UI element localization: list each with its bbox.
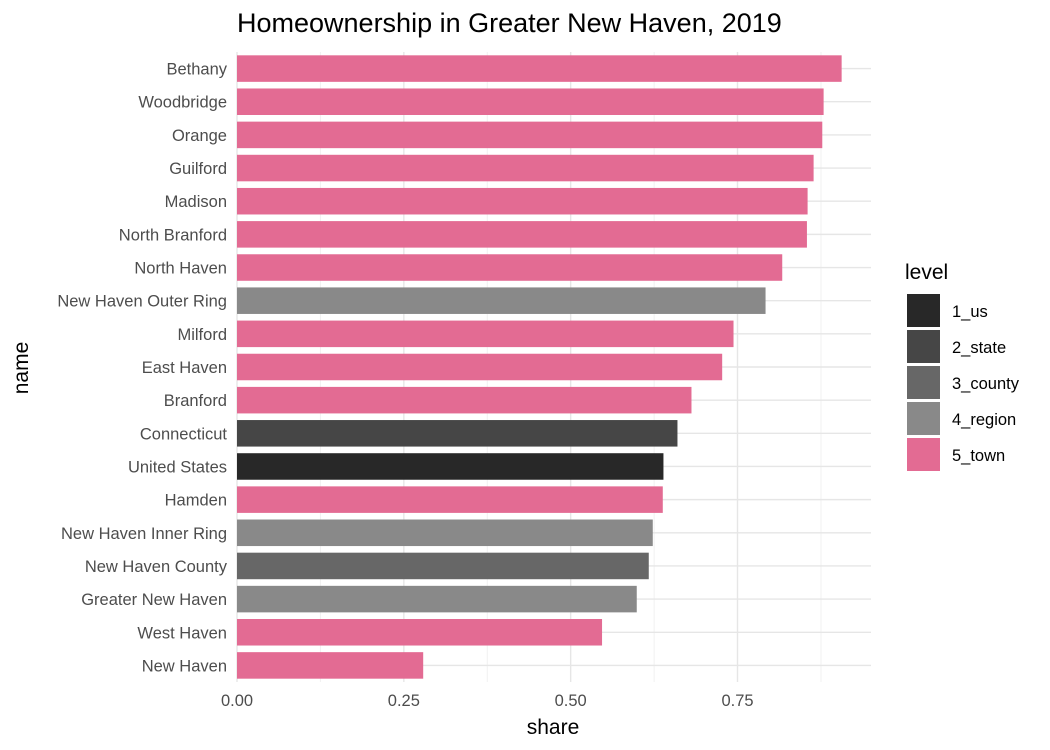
bar <box>237 519 653 547</box>
bar <box>237 121 823 149</box>
bar <box>237 187 808 215</box>
bar <box>237 88 824 115</box>
bar <box>237 287 766 314</box>
legend-label: 3_county <box>952 375 1020 393</box>
legend-swatch <box>907 294 940 327</box>
y-category-labels: Bethany Woodbridge Orange Guilford Madison No… <box>57 61 227 676</box>
y-category-label: West Haven <box>137 624 227 642</box>
y-category-label: East Haven <box>142 359 227 377</box>
legend-label: 2_state <box>952 339 1006 357</box>
legend-swatch <box>907 366 940 399</box>
bar <box>237 320 734 348</box>
x-tick-label: 0.00 <box>221 692 253 710</box>
x-tick-label: 0.25 <box>388 692 420 710</box>
x-tick-label: 0.75 <box>721 692 753 710</box>
legend-title: level <box>905 261 948 284</box>
y-category-label: Bethany <box>166 61 227 79</box>
y-category-label: North Branford <box>119 226 227 244</box>
bar <box>237 552 649 580</box>
legend-label: 5_town <box>952 447 1005 465</box>
y-category-label: New Haven Inner Ring <box>61 525 227 543</box>
bar <box>237 386 692 414</box>
y-category-label: Madison <box>165 193 227 211</box>
y-category-label: Branford <box>164 392 227 410</box>
x-axis-title: share <box>527 716 580 739</box>
bar <box>237 420 678 447</box>
y-category-label: Milford <box>177 326 227 344</box>
legend-swatch <box>907 402 940 435</box>
y-category-label: Connecticut <box>140 425 228 443</box>
x-tick-label: 0.50 <box>555 692 587 710</box>
y-axis-title: name <box>10 342 33 395</box>
legend-label: 4_region <box>952 411 1016 429</box>
bar <box>237 254 783 281</box>
bar <box>237 353 723 381</box>
bars <box>237 55 842 679</box>
legend: level 1_us 2_state 3_county 4_region 5_town <box>905 261 1020 471</box>
x-tick-labels: 0.00 0.25 0.50 0.75 <box>221 692 754 710</box>
bar <box>237 154 814 182</box>
bar <box>237 619 603 646</box>
bar <box>237 486 663 513</box>
y-category-label: Greater New Haven <box>81 591 227 609</box>
legend-items: 1_us 2_state 3_county 4_region 5_town <box>907 294 1020 471</box>
bar <box>237 652 424 679</box>
y-category-label: North Haven <box>134 260 227 278</box>
y-category-label: United States <box>128 458 227 476</box>
y-category-label: Orange <box>172 127 227 145</box>
bar <box>237 453 664 480</box>
y-category-label: Woodbridge <box>138 94 227 112</box>
legend-swatch <box>907 330 940 363</box>
y-category-label: New Haven County <box>85 558 228 576</box>
y-category-label: Guilford <box>169 160 227 178</box>
bar <box>237 221 807 248</box>
y-category-label: Hamden <box>165 492 227 510</box>
y-category-label: New Haven Outer Ring <box>57 293 227 311</box>
legend-label: 1_us <box>952 303 988 321</box>
bar <box>237 585 637 613</box>
bar <box>237 55 842 82</box>
legend-swatch <box>907 438 940 471</box>
y-category-label: New Haven <box>142 657 227 675</box>
chart-title: Homeownership in Greater New Haven, 2019 <box>237 8 782 38</box>
